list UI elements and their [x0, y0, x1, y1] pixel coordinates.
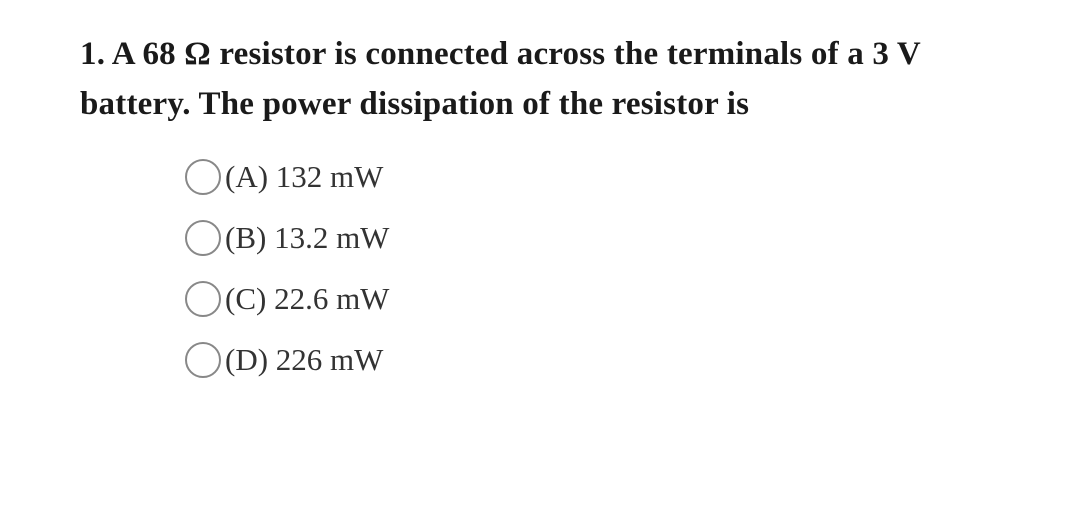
option-c[interactable]: (C) 22.6 mW [185, 281, 1080, 317]
radio-icon [185, 342, 221, 378]
option-a[interactable]: (A) 132 mW [185, 159, 1080, 195]
option-d[interactable]: (D) 226 mW [185, 342, 1080, 378]
option-label-d: (D) 226 mW [225, 342, 383, 378]
option-label-b: (B) 13.2 mW [225, 220, 389, 256]
option-b[interactable]: (B) 13.2 mW [185, 220, 1080, 256]
radio-icon [185, 281, 221, 317]
options-list: (A) 132 mW (B) 13.2 mW (C) 22.6 mW (D) 2… [80, 159, 1080, 378]
option-label-a: (A) 132 mW [225, 159, 383, 195]
radio-icon [185, 220, 221, 256]
question-text: 1. A 68 Ω resistor is connected across t… [80, 30, 1000, 129]
option-label-c: (C) 22.6 mW [225, 281, 389, 317]
radio-icon [185, 159, 221, 195]
